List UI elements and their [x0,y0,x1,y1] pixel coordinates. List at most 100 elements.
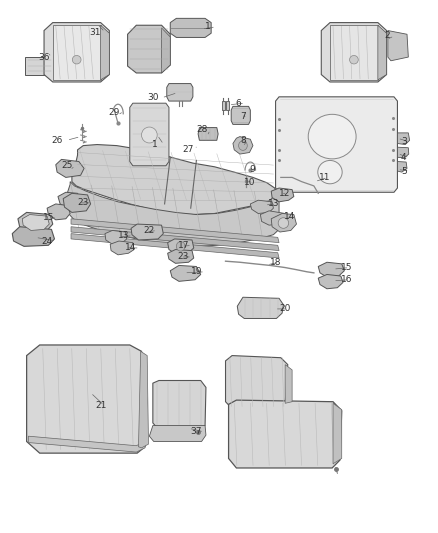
Polygon shape [251,200,273,214]
Polygon shape [170,265,201,281]
Text: 22: 22 [143,226,154,235]
Polygon shape [71,233,279,258]
Text: 31: 31 [89,28,101,37]
Polygon shape [388,30,408,61]
Polygon shape [53,25,101,80]
Text: 8: 8 [240,136,246,145]
Polygon shape [233,136,253,154]
Text: 26: 26 [51,136,63,145]
Text: 11: 11 [319,173,331,182]
Polygon shape [101,25,110,80]
Text: 20: 20 [279,304,290,313]
Text: 4: 4 [401,154,406,163]
Text: 9: 9 [250,166,255,174]
Text: 13: 13 [118,231,130,240]
Text: 13: 13 [268,199,279,208]
Polygon shape [231,107,251,124]
Polygon shape [318,262,344,277]
Text: 23: 23 [78,198,89,207]
Text: 15: 15 [42,213,54,222]
Polygon shape [397,133,410,144]
Polygon shape [318,274,343,289]
Text: 37: 37 [191,427,202,437]
Polygon shape [237,297,283,318]
Polygon shape [276,97,397,192]
Polygon shape [378,25,387,80]
Text: 29: 29 [108,108,120,117]
Text: 36: 36 [38,53,50,62]
Polygon shape [44,22,110,82]
Ellipse shape [318,160,342,184]
Polygon shape [229,400,342,468]
Polygon shape [131,224,163,240]
Text: 21: 21 [95,401,106,410]
Ellipse shape [350,55,358,64]
Polygon shape [153,381,206,430]
Text: 12: 12 [279,189,290,198]
Ellipse shape [239,141,247,150]
Text: 18: 18 [270,258,282,266]
Text: 2: 2 [385,31,390,41]
Text: 28: 28 [196,125,207,134]
Polygon shape [66,182,279,246]
Polygon shape [130,103,169,166]
Text: 19: 19 [191,268,202,276]
Text: 27: 27 [183,146,194,155]
Polygon shape [47,204,70,220]
Polygon shape [25,57,53,75]
Polygon shape [397,161,407,172]
Polygon shape [12,227,54,246]
Polygon shape [71,227,279,251]
Polygon shape [271,214,297,232]
Polygon shape [72,144,276,215]
Polygon shape [167,84,193,101]
Polygon shape [222,101,225,110]
Polygon shape [321,22,387,82]
Polygon shape [58,192,81,208]
Polygon shape [138,351,148,448]
Polygon shape [271,188,294,202]
Polygon shape [330,25,378,80]
Text: 7: 7 [240,112,246,122]
Text: 23: 23 [178,253,189,262]
Polygon shape [168,249,194,263]
Text: 5: 5 [401,166,406,175]
Polygon shape [162,28,170,73]
Text: 24: 24 [42,237,53,246]
Polygon shape [149,425,206,441]
Ellipse shape [278,217,289,228]
Text: 16: 16 [341,275,352,284]
Polygon shape [260,211,286,225]
Polygon shape [105,230,127,244]
Text: 30: 30 [147,93,159,102]
Ellipse shape [177,241,185,251]
Text: 25: 25 [61,161,72,170]
Text: 6: 6 [236,99,241,108]
Polygon shape [333,403,342,464]
Ellipse shape [141,127,157,143]
Polygon shape [71,219,279,243]
Ellipse shape [72,55,81,64]
Polygon shape [28,436,145,452]
Polygon shape [226,356,288,409]
Polygon shape [22,215,49,230]
Polygon shape [226,101,230,110]
Text: 1: 1 [205,22,211,31]
Text: 1: 1 [152,140,158,149]
Text: 10: 10 [244,178,256,187]
Polygon shape [127,25,170,73]
Polygon shape [168,239,194,254]
Polygon shape [110,241,134,255]
Text: 3: 3 [401,138,406,147]
Polygon shape [63,193,91,213]
Polygon shape [285,365,292,403]
Text: 17: 17 [177,241,189,250]
Text: 14: 14 [125,244,137,253]
Ellipse shape [308,114,356,159]
Polygon shape [18,213,53,232]
Polygon shape [198,127,218,140]
Text: 15: 15 [341,263,352,272]
Polygon shape [170,18,211,37]
Polygon shape [397,147,409,158]
Polygon shape [27,345,147,453]
